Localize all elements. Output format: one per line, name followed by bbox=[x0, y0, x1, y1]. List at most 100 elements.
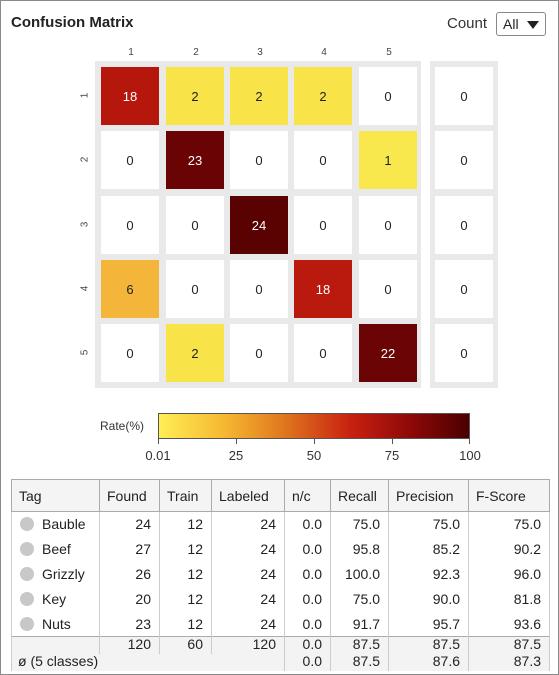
table-row[interactable]: Beef 27 12 24 0.0 95.8 85.2 90.2 bbox=[11, 536, 550, 562]
table-row[interactable]: Key 20 12 24 0.0 75.0 90.0 81.8 bbox=[11, 586, 550, 612]
matrix-cell[interactable]: 0 bbox=[230, 131, 288, 189]
average-precision: 87.6 bbox=[388, 653, 469, 671]
cell-fscore: 96.0 bbox=[468, 561, 550, 587]
matrix-cell[interactable]: 0 bbox=[294, 196, 352, 254]
total-train: 60 bbox=[159, 636, 212, 654]
tag-color-dot-icon bbox=[20, 542, 34, 556]
count-filter-value: All bbox=[503, 16, 519, 32]
header-train[interactable]: Train bbox=[159, 479, 212, 512]
total-precision: 87.5 bbox=[388, 636, 469, 654]
scale-tick bbox=[314, 439, 315, 444]
total-recall: 87.5 bbox=[330, 636, 389, 654]
cell-train: 12 bbox=[159, 611, 212, 637]
row-label: 3 bbox=[79, 221, 91, 228]
cell-train: 12 bbox=[159, 561, 212, 587]
average-label: ø (5 classes) bbox=[11, 653, 285, 671]
matrix-cell[interactable]: 0 bbox=[294, 131, 352, 189]
cell-nc: 0.0 bbox=[284, 611, 331, 637]
cell-labeled: 24 bbox=[211, 536, 285, 562]
total-nc: 0.0 bbox=[284, 636, 331, 654]
chevron-down-icon bbox=[527, 21, 539, 29]
cell-labeled: 24 bbox=[211, 611, 285, 637]
matrix-cell[interactable]: 0 bbox=[166, 196, 224, 254]
cell-recall: 100.0 bbox=[330, 561, 389, 587]
matrix-cell[interactable]: 2 bbox=[230, 67, 288, 125]
matrix-cell[interactable]: 23 bbox=[166, 131, 224, 189]
matrix-cell[interactable]: 0 bbox=[101, 324, 159, 382]
matrix-cell[interactable]: 22 bbox=[359, 324, 417, 382]
scale-tick-label: 75 bbox=[384, 448, 400, 463]
unmatched-cell[interactable]: 0 bbox=[435, 196, 493, 254]
matrix-cell[interactable]: 0 bbox=[101, 131, 159, 189]
count-label: Count bbox=[447, 15, 488, 32]
unmatched-cell[interactable]: 0 bbox=[435, 324, 493, 382]
scale-tick bbox=[236, 439, 237, 444]
color-scale-label: Rate(%) bbox=[100, 419, 145, 433]
metrics-table: Tag Found Train Labeled n/c Recall Preci… bbox=[11, 479, 550, 671]
matrix-cell[interactable]: 0 bbox=[359, 67, 417, 125]
table-row[interactable]: Nuts 23 12 24 0.0 91.7 95.7 93.6 bbox=[11, 611, 550, 637]
row-label: 5 bbox=[79, 349, 91, 356]
matrix-cell[interactable]: 0 bbox=[230, 324, 288, 382]
column-label: 2 bbox=[193, 47, 199, 58]
matrix-cell[interactable]: 0 bbox=[359, 196, 417, 254]
matrix-cell[interactable]: 0 bbox=[166, 260, 224, 318]
header-labeled[interactable]: Labeled bbox=[211, 479, 285, 512]
count-filter-select[interactable]: All bbox=[496, 12, 546, 36]
row-label: 2 bbox=[79, 156, 91, 163]
header-nc[interactable]: n/c bbox=[284, 479, 331, 512]
header-recall[interactable]: Recall bbox=[330, 479, 389, 512]
matrix-cell[interactable]: 2 bbox=[166, 67, 224, 125]
totals-row: 120 60 120 0.0 87.5 87.5 87.5 bbox=[11, 636, 550, 654]
tag-cell: Nuts bbox=[11, 611, 100, 637]
scale-tick bbox=[469, 439, 470, 444]
cell-precision: 92.3 bbox=[388, 561, 469, 587]
table-row[interactable]: Bauble 24 12 24 0.0 75.0 75.0 75.0 bbox=[11, 511, 550, 537]
matrix-cell[interactable]: 18 bbox=[294, 260, 352, 318]
cell-fscore: 75.0 bbox=[468, 511, 550, 537]
cell-nc: 0.0 bbox=[284, 536, 331, 562]
tag-cell: Grizzly bbox=[11, 561, 100, 587]
cell-found: 24 bbox=[99, 511, 160, 537]
matrix-cell[interactable]: 1 bbox=[359, 131, 417, 189]
total-labeled: 120 bbox=[211, 636, 285, 654]
scale-tick-label: 25 bbox=[228, 448, 244, 463]
header-tag[interactable]: Tag bbox=[11, 479, 100, 512]
row-label: 4 bbox=[79, 285, 91, 292]
matrix-cell[interactable]: 18 bbox=[101, 67, 159, 125]
cell-fscore: 90.2 bbox=[468, 536, 550, 562]
panel-title: Confusion Matrix bbox=[11, 14, 134, 31]
tag-cell: Bauble bbox=[11, 511, 100, 537]
unmatched-cell[interactable]: 0 bbox=[435, 67, 493, 125]
header-precision[interactable]: Precision bbox=[388, 479, 469, 512]
cell-nc: 0.0 bbox=[284, 586, 331, 612]
matrix-cell[interactable]: 6 bbox=[101, 260, 159, 318]
cell-train: 12 bbox=[159, 536, 212, 562]
table-row[interactable]: Grizzly 26 12 24 0.0 100.0 92.3 96.0 bbox=[11, 561, 550, 587]
matrix-cell[interactable]: 0 bbox=[230, 260, 288, 318]
cell-recall: 75.0 bbox=[330, 511, 389, 537]
matrix-cell[interactable]: 2 bbox=[166, 324, 224, 382]
matrix-cell[interactable]: 24 bbox=[230, 196, 288, 254]
unmatched-cell[interactable]: 0 bbox=[435, 260, 493, 318]
matrix-cell[interactable]: 0 bbox=[359, 260, 417, 318]
cell-recall: 91.7 bbox=[330, 611, 389, 637]
cell-labeled: 24 bbox=[211, 561, 285, 587]
tag-name: Beef bbox=[42, 541, 71, 557]
average-recall: 87.5 bbox=[330, 653, 389, 671]
header-found[interactable]: Found bbox=[99, 479, 160, 512]
total-fscore: 87.5 bbox=[468, 636, 550, 654]
tag-name: Key bbox=[42, 591, 67, 607]
row-label: 1 bbox=[79, 92, 91, 99]
cell-labeled: 24 bbox=[211, 586, 285, 612]
matrix-cell[interactable]: 0 bbox=[101, 196, 159, 254]
cell-found: 26 bbox=[99, 561, 160, 587]
unmatched-cell[interactable]: 0 bbox=[435, 131, 493, 189]
matrix-cell[interactable]: 2 bbox=[294, 67, 352, 125]
scale-tick-label: 50 bbox=[306, 448, 322, 463]
header-fscore[interactable]: F-Score bbox=[468, 479, 550, 512]
tag-color-dot-icon bbox=[20, 517, 34, 532]
tag-cell: Beef bbox=[11, 536, 100, 562]
matrix-cell[interactable]: 0 bbox=[294, 324, 352, 382]
cell-labeled: 24 bbox=[211, 511, 285, 537]
